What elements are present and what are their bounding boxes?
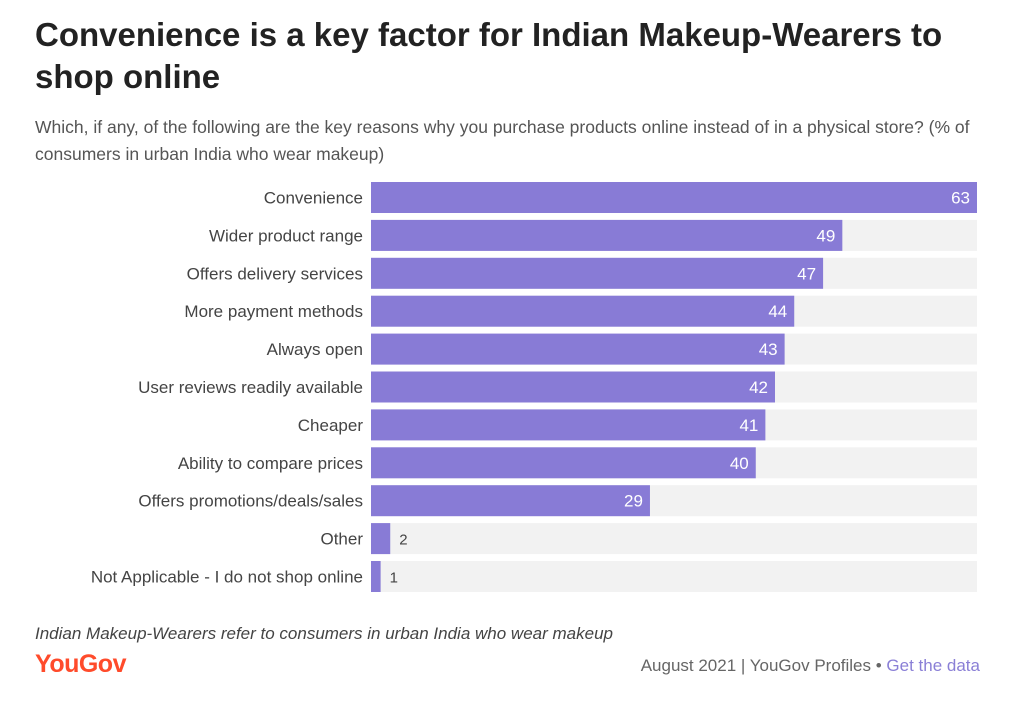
source-line: August 2021 | YouGov Profiles • Get the … [641,656,980,676]
category-label: Cheaper [298,416,364,435]
footnote: Indian Makeup-Wearers refer to consumers… [35,624,613,643]
category-label: Offers delivery services [187,264,363,283]
bar [371,333,785,365]
value-label: 47 [797,264,816,283]
bar-track [371,523,977,555]
bar-track [371,561,977,592]
bar [371,219,843,251]
bar [371,523,391,555]
category-label: Wider product range [209,226,363,245]
value-label: 29 [624,492,643,511]
value-label: 2 [399,532,407,549]
category-label: Always open [267,340,363,359]
category-label: More payment methods [184,302,363,321]
value-label: 43 [759,340,778,359]
chart-subtitle: Which, if any, of the following are the … [35,117,970,164]
bar [371,371,775,403]
value-label: 41 [739,416,758,435]
category-label: User reviews readily available [138,378,363,397]
separator-dot: • [875,656,882,675]
get-the-data-link[interactable]: Get the data [886,656,980,675]
value-label: 49 [816,226,835,245]
chart-title: Convenience is a key factor for Indian M… [35,16,943,95]
category-label: Offers promotions/deals/sales [138,492,363,511]
category-label: Convenience [264,189,363,208]
bar [371,447,756,479]
bar [371,561,381,592]
bar [371,485,650,517]
category-label: Other [320,530,363,549]
category-label: Ability to compare prices [178,454,363,473]
value-label: 1 [390,570,398,587]
bar [371,409,766,441]
yougov-logo: YouGov [35,650,126,678]
bar [371,257,824,289]
value-label: 42 [749,378,768,397]
source-text: August 2021 | YouGov Profiles [640,656,871,675]
bar [371,295,795,327]
category-label: Not Applicable - I do not shop online [91,568,363,587]
value-label: 40 [730,454,749,473]
bar [371,182,977,213]
value-label: 44 [768,302,787,321]
value-label: 63 [951,189,970,208]
